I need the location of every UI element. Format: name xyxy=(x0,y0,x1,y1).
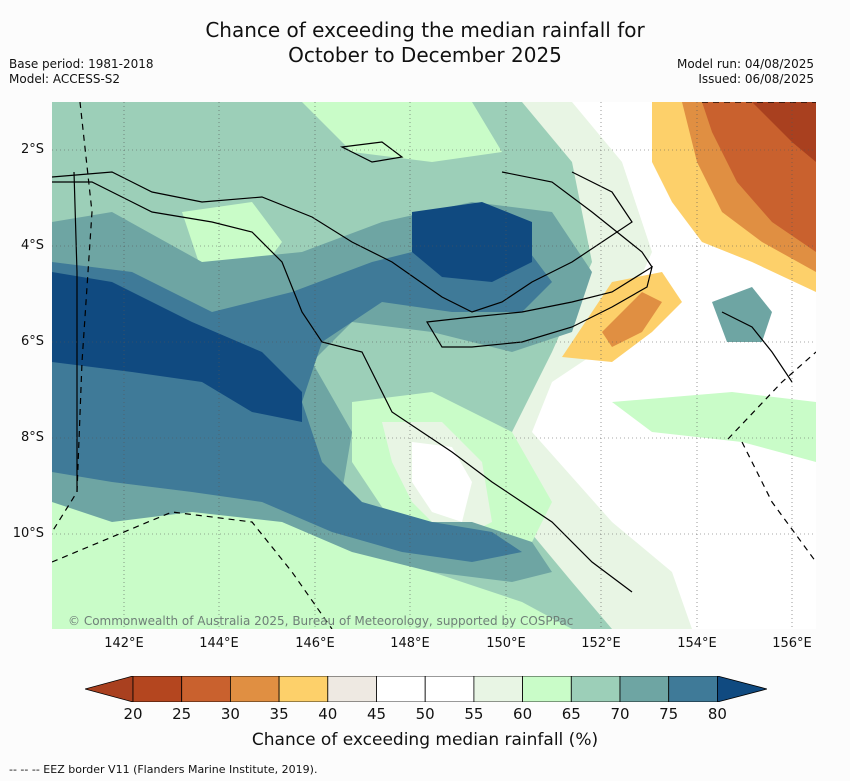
png-north-coast xyxy=(52,171,633,313)
bougainville-coast xyxy=(721,311,793,383)
map-title: Chance of exceeding the median rainfall … xyxy=(0,18,850,68)
shade-30-png-ne xyxy=(602,292,662,347)
x-tick-label: 148°E xyxy=(390,636,430,651)
colorbar-tick-label: 20 xyxy=(123,705,143,723)
colorbar-cell xyxy=(229,676,280,702)
shade-65-east xyxy=(612,392,816,462)
x-tick-label: 154°E xyxy=(677,636,717,651)
x-tick-label: 150°E xyxy=(486,636,526,651)
graticule xyxy=(52,102,816,629)
run-info: Model run: 04/08/2025 Issued: 06/08/2025 xyxy=(677,57,814,87)
colorbar-cell xyxy=(181,676,231,702)
y-tick-label: 2°S xyxy=(20,142,44,157)
title-line-1: Chance of exceeding the median rainfall … xyxy=(205,18,645,42)
colorbar-tick-label: 30 xyxy=(220,705,240,723)
new-britain-coast xyxy=(426,265,653,348)
colorbar-title: Chance of exceeding median rainfall (%) xyxy=(251,730,599,750)
new-ireland-coast xyxy=(501,171,653,268)
shade-70-bougainville xyxy=(712,287,772,342)
colorbar-tick-label: 35 xyxy=(269,705,289,723)
colorbar-tick-label: 60 xyxy=(513,705,533,723)
issued-date: Issued: 06/08/2025 xyxy=(698,72,814,86)
colorbar-cell xyxy=(278,676,329,702)
map-canvas xyxy=(52,102,816,629)
eez-border-east xyxy=(727,351,816,440)
colorbar-tick-label: 70 xyxy=(610,705,630,723)
colorbar-tick-label: 50 xyxy=(415,705,435,723)
colorbar-cell xyxy=(473,676,523,702)
colorbar-cell xyxy=(668,676,718,702)
model-info: Base period: 1981-2018 Model: ACCESS-S2 xyxy=(9,57,154,87)
copyright-credit: © Commonwealth of Australia 2025, Bureau… xyxy=(68,614,574,628)
y-tick-label: 8°S xyxy=(20,430,44,445)
png-south-coast xyxy=(52,181,633,593)
colorbar-cell xyxy=(619,676,670,702)
colorbar-cell xyxy=(424,676,475,702)
shade-80-west xyxy=(52,272,302,422)
shade-65-top xyxy=(302,102,502,162)
shade-20-ne xyxy=(752,102,816,162)
base-period: Base period: 1981-2018 xyxy=(9,57,154,71)
colorbar-tick-label: 40 xyxy=(318,705,338,723)
y-tick-label: 10°S xyxy=(12,526,44,541)
x-tick-label: 156°E xyxy=(772,636,812,651)
model-name: Model: ACCESS-S2 xyxy=(9,72,121,86)
model-run-date: Model run: 04/08/2025 xyxy=(676,57,814,71)
colorbar xyxy=(85,676,767,702)
y-tick-label: 6°S xyxy=(20,334,44,349)
colorbar-high-extend xyxy=(717,676,767,702)
colorbar-cell xyxy=(570,676,621,702)
shade-80-north xyxy=(412,202,532,282)
border-line xyxy=(73,171,78,492)
colorbar-tick-label: 65 xyxy=(561,705,581,723)
colorbar-tick-label: 25 xyxy=(172,705,192,723)
shade-50-central xyxy=(412,442,472,522)
y-tick-label: 4°S xyxy=(20,238,44,253)
shade-25-ne xyxy=(702,102,816,252)
colorbar-tick-label: 80 xyxy=(707,705,727,723)
x-tick-label: 152°E xyxy=(581,636,621,651)
x-tick-label: 142°E xyxy=(104,636,144,651)
colorbar-cell xyxy=(522,676,572,702)
eez-border-south xyxy=(52,511,333,629)
colorbar-cell xyxy=(376,676,426,702)
manus-coast xyxy=(339,141,404,163)
colorbar-low-extend xyxy=(85,676,134,702)
x-tick-label: 144°E xyxy=(199,636,239,651)
eez-border-southeast xyxy=(741,441,816,563)
title-line-2: October to December 2025 xyxy=(288,43,562,67)
colorbar-tick-label: 75 xyxy=(659,705,679,723)
colorbar-tick-label: 45 xyxy=(366,705,387,723)
colorbar-tick-label: 55 xyxy=(464,705,484,723)
eez-legend-note: -- -- -- EEZ border V11 (Flanders Marine… xyxy=(9,763,318,776)
colorbar-cell xyxy=(132,676,183,702)
rainfall-map xyxy=(52,102,816,629)
colorbar-cell xyxy=(327,676,377,702)
x-tick-label: 146°E xyxy=(295,636,335,651)
